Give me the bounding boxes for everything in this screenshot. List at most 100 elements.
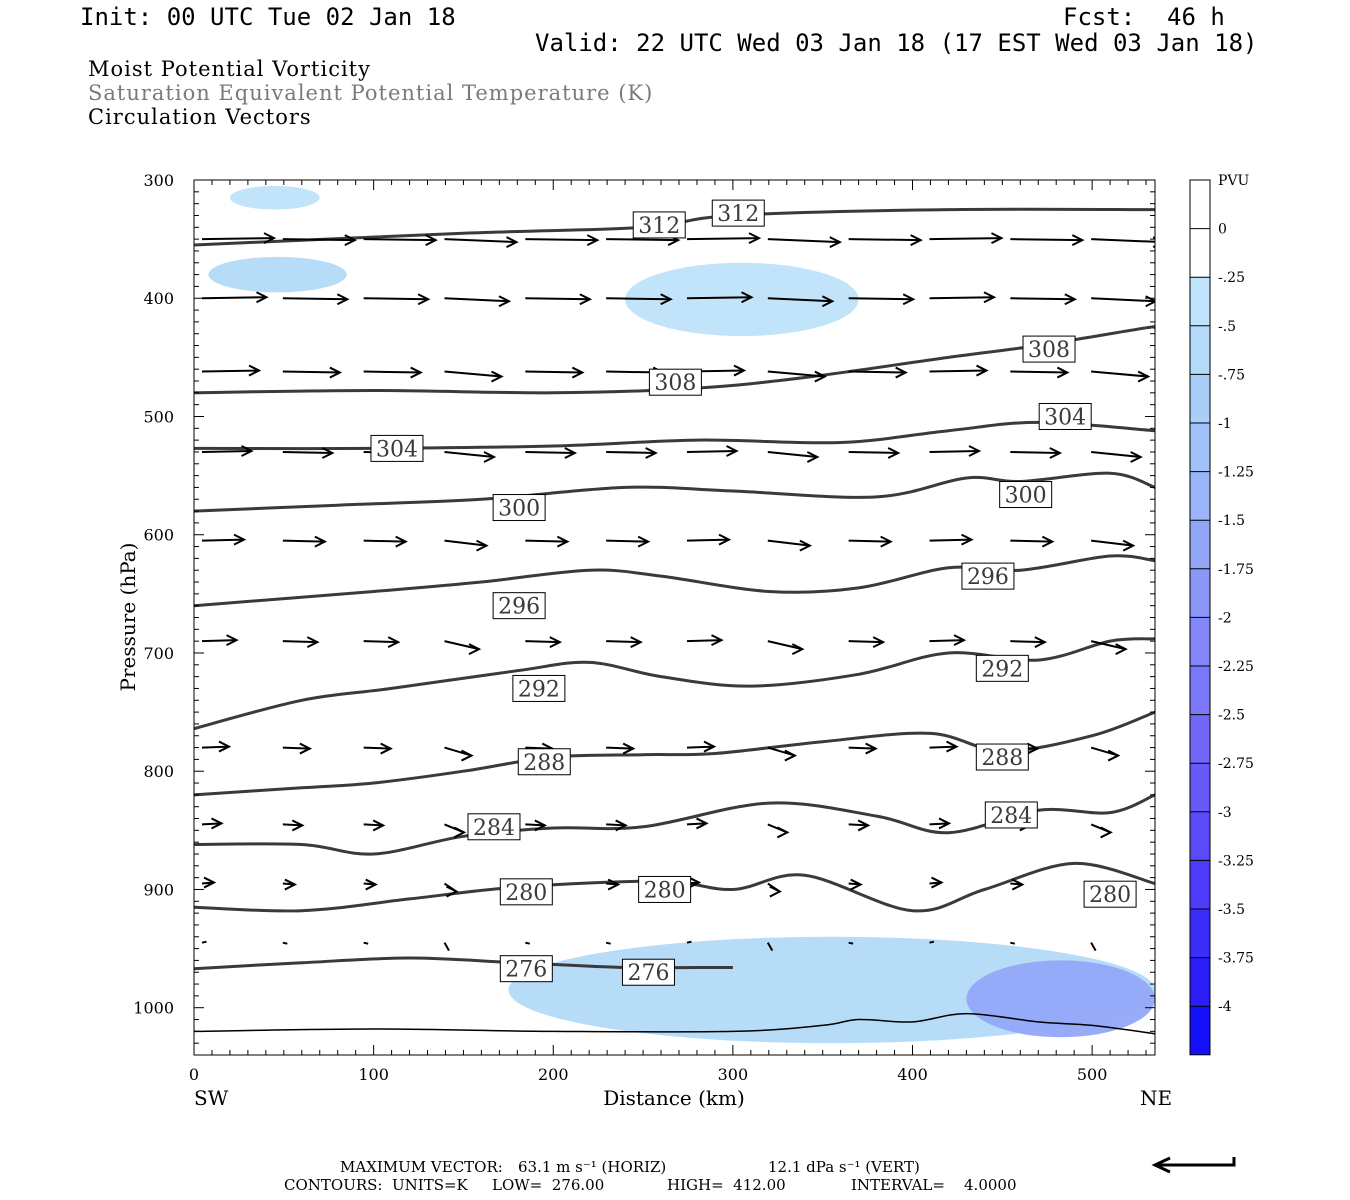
vector-arrow xyxy=(201,369,260,373)
y-tick-label: 500 xyxy=(143,407,174,426)
vector-arrow xyxy=(686,449,737,453)
vector-arrow xyxy=(282,539,325,543)
mpv-region-left xyxy=(208,256,347,293)
contour-label-box-276 xyxy=(621,958,675,986)
y-tick-label: 600 xyxy=(143,526,174,545)
vector-arrow xyxy=(766,942,774,952)
vector-arrowhead xyxy=(630,636,643,649)
vector-arrow xyxy=(201,940,207,944)
vector-arrow xyxy=(848,450,899,454)
vector-arrowhead xyxy=(799,539,813,552)
vector-arrowhead xyxy=(1107,749,1121,762)
vector-arrowhead xyxy=(506,236,519,249)
vector-arrowhead xyxy=(850,878,863,891)
vector-arrowhead xyxy=(711,634,724,647)
vector-arrow xyxy=(1091,238,1155,243)
vector-arrowhead xyxy=(902,293,916,306)
contour-label-304: 304 xyxy=(1044,405,1086,430)
contour-label-312: 312 xyxy=(717,202,759,227)
vector-arrow xyxy=(767,370,825,378)
vector-arrowhead xyxy=(1041,535,1055,548)
contour-label-296: 296 xyxy=(967,565,1009,590)
forecast-hour: 46 h xyxy=(1167,3,1225,31)
contour-label-288: 288 xyxy=(981,746,1023,771)
vector-arrowhead xyxy=(1056,366,1070,379)
contour-label-296: 296 xyxy=(498,595,540,620)
vector-arrowhead xyxy=(571,366,585,379)
vector-arrowhead xyxy=(336,293,350,306)
vector-arrowhead xyxy=(461,749,474,762)
contour-label-box-292 xyxy=(512,674,566,702)
colorbar-swatch xyxy=(1190,180,1210,229)
vector-arrowhead xyxy=(365,878,378,891)
vector-arrow xyxy=(363,370,421,374)
colorbar-title: PVU xyxy=(1218,173,1250,189)
reference-vector-icon xyxy=(1151,1156,1236,1174)
contour-label-304: 304 xyxy=(376,437,418,462)
vector-arrow xyxy=(282,640,318,644)
vector-arrowhead xyxy=(263,232,277,245)
vector-arrowhead xyxy=(299,742,313,755)
contour-label-box-300 xyxy=(999,481,1053,509)
colorbar-swatch xyxy=(1190,520,1210,569)
vector-arrowhead xyxy=(931,876,944,889)
vector-arrowhead xyxy=(291,819,305,832)
vector-arrow xyxy=(282,746,310,750)
y-tick-label: 700 xyxy=(143,644,174,663)
contour-296 xyxy=(194,554,1155,608)
field-title-mpv: Moist Potential Vorticity xyxy=(88,57,371,81)
colorbar: PVU 0 -.25 -.5 -.75 -1 -1.25 -1.5 -1.75 -2 -2.25 -2… xyxy=(1189,173,1254,1056)
contour-label-box-292 xyxy=(975,654,1029,682)
vector-arrow xyxy=(363,941,369,945)
contour-label-280: 280 xyxy=(505,881,547,906)
vector-arrow xyxy=(848,238,921,242)
vector-arrow xyxy=(686,538,730,542)
contour-label-308: 308 xyxy=(1028,338,1070,363)
vector-arrow xyxy=(606,297,671,301)
contour-label-box-300 xyxy=(492,494,546,522)
vector-arrow xyxy=(686,296,752,300)
contour-304 xyxy=(194,420,1155,451)
contour-label-280: 280 xyxy=(1089,883,1131,908)
vector-arrow xyxy=(201,296,267,300)
colorbar-label: -2.75 xyxy=(1218,756,1254,772)
vector-arrowhead xyxy=(660,293,673,306)
vector-arrowhead xyxy=(476,539,489,552)
vector-arrowhead xyxy=(329,366,343,379)
x-left-label: SW xyxy=(194,1086,229,1110)
x-tick-label: 100 xyxy=(358,1065,389,1084)
axes: 0 100 200 300 400 500 300 400 500 600 700 800 900 100… xyxy=(116,171,1172,1110)
y-tick-label: 800 xyxy=(143,762,174,781)
vector-arrow xyxy=(929,449,980,453)
vector-arrowhead xyxy=(880,535,893,548)
colorbar-label: -1.75 xyxy=(1218,562,1254,578)
vector-arrow xyxy=(363,238,436,242)
vector-arrowhead xyxy=(321,447,335,459)
colorbar-label: -.5 xyxy=(1218,319,1236,335)
vector-arrow xyxy=(686,639,722,643)
vector-arrowhead xyxy=(865,742,878,755)
colorbar-swatch xyxy=(1190,714,1210,764)
vector-arrow xyxy=(1010,450,1060,454)
y-tick-label: 1000 xyxy=(133,999,174,1018)
vector-arrowhead xyxy=(1026,742,1040,755)
vector-arrow xyxy=(444,539,487,547)
contour-label-box-304 xyxy=(1038,402,1092,430)
vector-arrow xyxy=(1091,370,1149,378)
vector-arrowhead xyxy=(814,370,828,383)
vector-arrow xyxy=(1010,640,1045,644)
terrain-line xyxy=(194,1012,1155,1035)
vector-arrowhead xyxy=(483,451,497,463)
vector-arrowhead xyxy=(741,291,754,304)
vector-arrow xyxy=(929,538,972,542)
vector-arrow xyxy=(848,539,891,543)
x-right-label: NE xyxy=(1140,1086,1172,1110)
vector-arrowhead xyxy=(218,740,232,753)
y-tick-label: 400 xyxy=(143,289,174,308)
y-tick-label: 300 xyxy=(143,171,174,190)
vector-arrowhead xyxy=(784,749,798,762)
colorbar-label: -1.5 xyxy=(1218,513,1245,529)
vector-arrow xyxy=(848,640,884,644)
colorbar-swatch xyxy=(1190,277,1210,326)
vector-arrowhead xyxy=(946,740,959,753)
